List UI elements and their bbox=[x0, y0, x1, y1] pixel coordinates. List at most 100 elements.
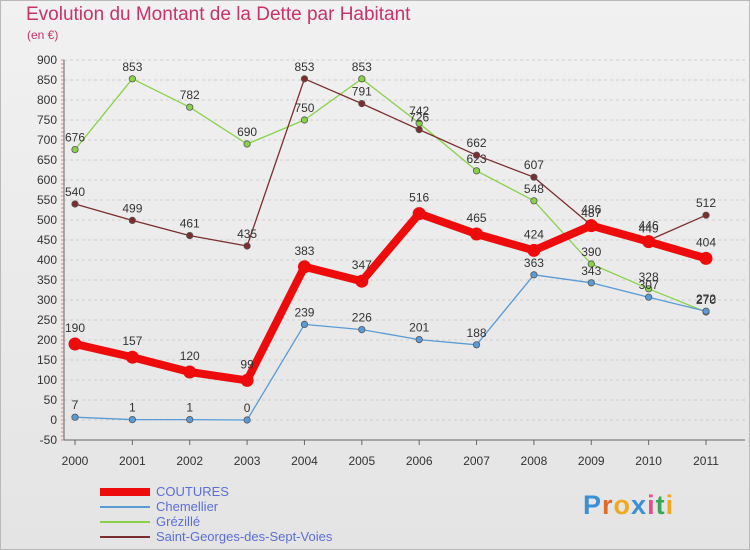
data-point bbox=[527, 243, 541, 257]
series-line-Grézillé bbox=[74, 78, 707, 313]
data-label: 726 bbox=[409, 111, 429, 125]
series-line-COUTURES bbox=[74, 209, 708, 385]
data-point bbox=[128, 415, 136, 424]
data-label: 446 bbox=[639, 219, 659, 233]
data-label: 424 bbox=[524, 227, 544, 241]
data-label: 486 bbox=[581, 203, 601, 217]
data-label: 120 bbox=[180, 349, 200, 363]
data-point bbox=[128, 216, 136, 224]
data-point bbox=[300, 75, 309, 83]
x-tick-label: 2004 bbox=[291, 454, 318, 468]
data-label: 853 bbox=[122, 60, 142, 74]
data-label: 791 bbox=[352, 85, 372, 99]
data-label: 853 bbox=[352, 60, 372, 74]
data-label: 512 bbox=[696, 196, 716, 210]
data-label: 623 bbox=[467, 152, 487, 166]
data-point bbox=[472, 151, 481, 159]
y-tick-label: 650 bbox=[37, 153, 57, 167]
data-point bbox=[358, 325, 366, 334]
data-point bbox=[240, 373, 254, 387]
data-point bbox=[186, 232, 194, 240]
data-label: 347 bbox=[352, 258, 372, 272]
y-tick-label: 500 bbox=[37, 213, 57, 227]
data-label: 1 bbox=[186, 401, 193, 415]
data-label: 307 bbox=[639, 278, 659, 292]
x-tick-label: 2000 bbox=[62, 454, 89, 468]
data-label: 328 bbox=[639, 270, 659, 284]
legend-label: COUTURES bbox=[156, 484, 229, 499]
logo-letter: x bbox=[631, 490, 648, 520]
data-label: 190 bbox=[65, 321, 85, 335]
data-label: 465 bbox=[467, 211, 487, 225]
data-point bbox=[358, 100, 366, 108]
data-label: 449 bbox=[639, 221, 659, 235]
x-tick-label: 2010 bbox=[635, 454, 662, 468]
y-tick-label: 900 bbox=[37, 53, 57, 67]
x-tick-label: 2005 bbox=[348, 454, 375, 468]
data-label: 99 bbox=[240, 357, 254, 371]
y-tick-label: 50 bbox=[44, 393, 58, 407]
legend-swatch bbox=[100, 488, 150, 496]
legend-label: Saint-Georges-des-Sept-Voies bbox=[156, 529, 333, 544]
y-tick-label: 350 bbox=[37, 273, 57, 287]
y-tick-label: 600 bbox=[37, 173, 57, 187]
data-label: 7 bbox=[72, 398, 79, 412]
data-label: 404 bbox=[696, 235, 716, 249]
data-label: 676 bbox=[65, 131, 85, 145]
y-tick-label: 300 bbox=[37, 293, 57, 307]
data-label: 390 bbox=[581, 245, 601, 259]
x-tick-label: 2002 bbox=[176, 454, 203, 468]
data-label: 461 bbox=[180, 217, 200, 231]
data-point bbox=[243, 416, 251, 424]
data-label: 157 bbox=[122, 334, 142, 348]
data-point bbox=[702, 307, 710, 315]
x-tick-label: 2011 bbox=[693, 454, 719, 468]
data-point bbox=[587, 260, 595, 268]
logo-letter: t bbox=[655, 490, 666, 520]
data-label: 662 bbox=[467, 136, 487, 150]
x-tick-label: 2006 bbox=[406, 454, 433, 468]
data-label: 487 bbox=[581, 206, 601, 220]
data-point bbox=[699, 251, 713, 265]
chart-title: Evolution du Montant de la Dette par Hab… bbox=[26, 4, 411, 25]
data-label: 383 bbox=[294, 244, 314, 258]
data-point bbox=[358, 75, 366, 83]
y-tick-label: 700 bbox=[37, 133, 57, 147]
data-point bbox=[71, 200, 79, 208]
legend-swatch bbox=[100, 536, 150, 538]
data-point bbox=[71, 146, 79, 154]
y-tick-label: 200 bbox=[37, 333, 57, 347]
data-point bbox=[530, 197, 538, 205]
y-tick-label: 550 bbox=[37, 193, 57, 207]
chart-subtitle: (en €) bbox=[27, 28, 59, 42]
data-point bbox=[186, 103, 194, 111]
y-tick-label: 400 bbox=[37, 253, 57, 267]
data-point bbox=[530, 173, 538, 181]
series-line-Chemellier bbox=[74, 274, 707, 421]
data-point bbox=[587, 279, 595, 287]
data-label: 782 bbox=[180, 88, 200, 102]
series-line-Saint-Georges-des-Sept-Voies bbox=[74, 78, 707, 247]
y-tick-label: 800 bbox=[37, 93, 57, 107]
y-tick-label: 0 bbox=[50, 413, 57, 427]
data-label: 201 bbox=[409, 321, 429, 335]
data-point bbox=[415, 126, 423, 134]
data-label: 607 bbox=[524, 158, 544, 172]
data-label: 1 bbox=[129, 401, 136, 415]
data-label: 188 bbox=[467, 326, 487, 340]
data-label: 343 bbox=[581, 264, 601, 278]
data-point bbox=[472, 341, 481, 349]
data-point bbox=[584, 219, 598, 233]
data-label: 226 bbox=[352, 311, 372, 325]
data-point bbox=[128, 75, 136, 83]
data-label: 548 bbox=[524, 182, 544, 196]
data-point bbox=[530, 271, 538, 279]
legend-swatch bbox=[100, 506, 150, 508]
y-tick-label: 750 bbox=[37, 113, 57, 127]
data-point bbox=[297, 260, 311, 274]
data-point bbox=[642, 235, 656, 249]
logo-letter: i bbox=[647, 490, 656, 520]
y-tick-label: 450 bbox=[37, 233, 57, 247]
data-point bbox=[186, 415, 194, 424]
y-tick-label: 100 bbox=[37, 373, 57, 387]
